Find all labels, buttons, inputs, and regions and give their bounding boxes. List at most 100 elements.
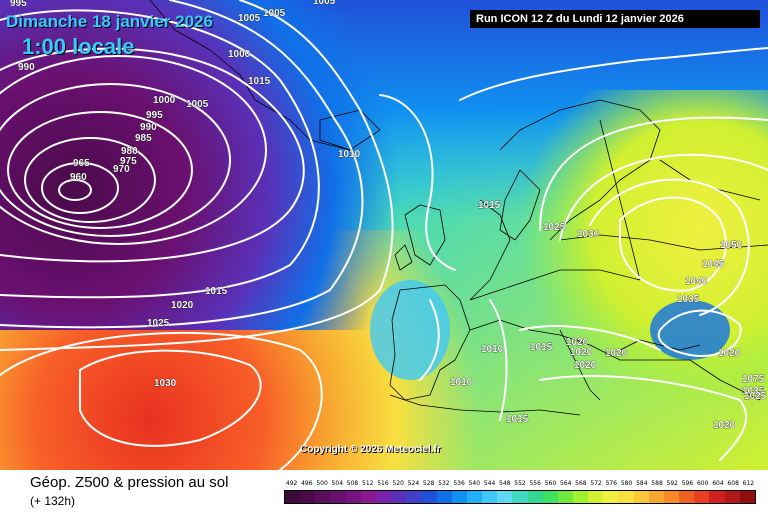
legend-swatch: [451, 491, 467, 503]
legend-swatch: [724, 491, 740, 503]
legend-swatch: [633, 491, 649, 503]
isobar-label: 1035: [742, 386, 765, 397]
legend-value-label: 572: [590, 480, 602, 487]
isobar-label: 1035: [677, 294, 700, 305]
legend-swatch: [436, 491, 452, 503]
legend-swatch: [709, 491, 725, 503]
isobars: [0, 0, 768, 470]
legend-value-label: 496: [301, 480, 313, 487]
legend-value-label: 564: [559, 480, 572, 487]
isobar-label: 1010: [450, 377, 473, 388]
legend-value-label: 568: [575, 480, 587, 487]
legend-swatch: [421, 491, 437, 503]
field-cutoff-low: [370, 280, 450, 380]
legend-swatch: [300, 491, 316, 503]
legend-value-label: 608: [727, 480, 739, 487]
isobar-label: 1020: [171, 300, 194, 311]
legend-color-scale: [284, 490, 756, 504]
forecast-local-time: 1:00 locale: [22, 34, 135, 59]
isobar-label: 1015: [248, 76, 271, 87]
isobar-label: 1020: [574, 360, 597, 371]
legend-swatch: [588, 491, 604, 503]
legend-value-label: 508: [346, 480, 359, 487]
isobar-label: 965: [73, 158, 90, 169]
isobar-label: 1020: [713, 420, 736, 431]
isobar-label: 980: [121, 146, 138, 157]
isobar-label: 1025: [744, 391, 767, 402]
isobar-label: 1020: [570, 347, 593, 358]
forecast-date: Dimanche 18 janvier 2026: [6, 12, 213, 31]
legend-value-label: 540: [468, 480, 481, 487]
isobar-label: 1020: [718, 348, 741, 359]
isobar-label: 1020: [566, 337, 589, 348]
geopotential-map: 995 1005 1005 1005 990 1000 1015 1000 10…: [0, 0, 768, 470]
legend-swatch: [603, 491, 619, 503]
legend-value-label: 560: [544, 480, 557, 487]
field-low: [0, 0, 420, 330]
isobar-label: 1075: [742, 374, 765, 385]
legend-swatch: [572, 491, 589, 503]
isobar-label: 990: [140, 122, 157, 133]
legend-value-label: 604: [712, 480, 724, 487]
legend-value-label: 576: [605, 480, 618, 487]
isobar-label: 990: [18, 62, 35, 73]
isobar-label: 1030: [577, 229, 600, 240]
legend-value-label: 520: [392, 480, 404, 487]
legend-value-label: 512: [362, 480, 374, 487]
isobar-label: 1015: [506, 414, 529, 425]
isobar-label: 1010: [481, 344, 504, 355]
copyright-notice: Copyright © 2026 Meteociel.fr: [300, 444, 441, 455]
forecast-lead-time: (+ 132h): [30, 494, 76, 508]
legend-value-label: 524: [407, 480, 420, 487]
isobar-label: 1005: [263, 8, 286, 19]
isobar-label: 960: [70, 172, 87, 183]
isobar-label: 1010: [338, 149, 361, 160]
isobar-label: 1000: [228, 49, 251, 60]
legend-swatch: [285, 491, 301, 503]
legend-value-label: 532: [438, 480, 450, 487]
isobar-label: 1005: [313, 0, 336, 7]
legend-value-label: 588: [651, 480, 663, 487]
isobar-label: 1015: [478, 200, 501, 211]
isobar-label: 985: [135, 133, 152, 144]
coastlines: [149, 0, 768, 416]
legend-swatch: [375, 491, 392, 503]
legend-swatch: [391, 491, 407, 503]
legend-swatch: [466, 491, 483, 503]
isobar-label: 1030: [154, 378, 177, 389]
legend-swatch: [557, 491, 573, 503]
isobar-labels: 995 1005 1005 1005 990 1000 1015 1000 10…: [10, 0, 767, 431]
isobar-label: 1020: [605, 348, 628, 359]
isobar-label: 1050: [720, 240, 743, 251]
legend-value-label: 492: [285, 480, 298, 487]
legend-labels: 492 496 500 504 508 512 516 520 524 528 532 536 540 5…: [284, 480, 756, 489]
legend-swatch: [663, 491, 680, 503]
isobar-label: 1045: [702, 259, 725, 270]
legend-value-label: 528: [422, 480, 435, 487]
legend-value-label: 580: [620, 480, 633, 487]
legend-value-label: 504: [331, 480, 344, 487]
map-parameter-title: Géop. Z500 & pression au sol: [30, 474, 229, 491]
legend-value-label: 612: [742, 480, 755, 487]
isobar-label: 1015: [530, 342, 553, 353]
legend-value-label: 596: [681, 480, 694, 487]
legend-swatch: [360, 491, 376, 503]
isobar-label: 975: [120, 156, 137, 167]
legend-swatch: [679, 491, 695, 503]
isobar-label: 1025: [543, 222, 566, 233]
isobar-label: 1005: [186, 99, 209, 110]
isobar-label: 970: [113, 164, 130, 175]
isobar-label: 1040: [685, 276, 708, 287]
legend-value-label: 592: [666, 480, 678, 487]
isobar-label: 995: [146, 110, 163, 121]
legend-swatch: [330, 491, 346, 503]
isobar-label: 1005: [238, 13, 261, 24]
isobar-label: 1015: [205, 286, 228, 297]
legend-value-label: 600: [696, 480, 709, 487]
legend-swatch: [345, 491, 361, 503]
legend-value-label: 552: [514, 480, 526, 487]
legend-swatch: [406, 491, 422, 503]
legend-swatch: [512, 491, 528, 503]
legend-value-label: 516: [377, 480, 389, 487]
legend-value-label: 548: [499, 480, 511, 487]
